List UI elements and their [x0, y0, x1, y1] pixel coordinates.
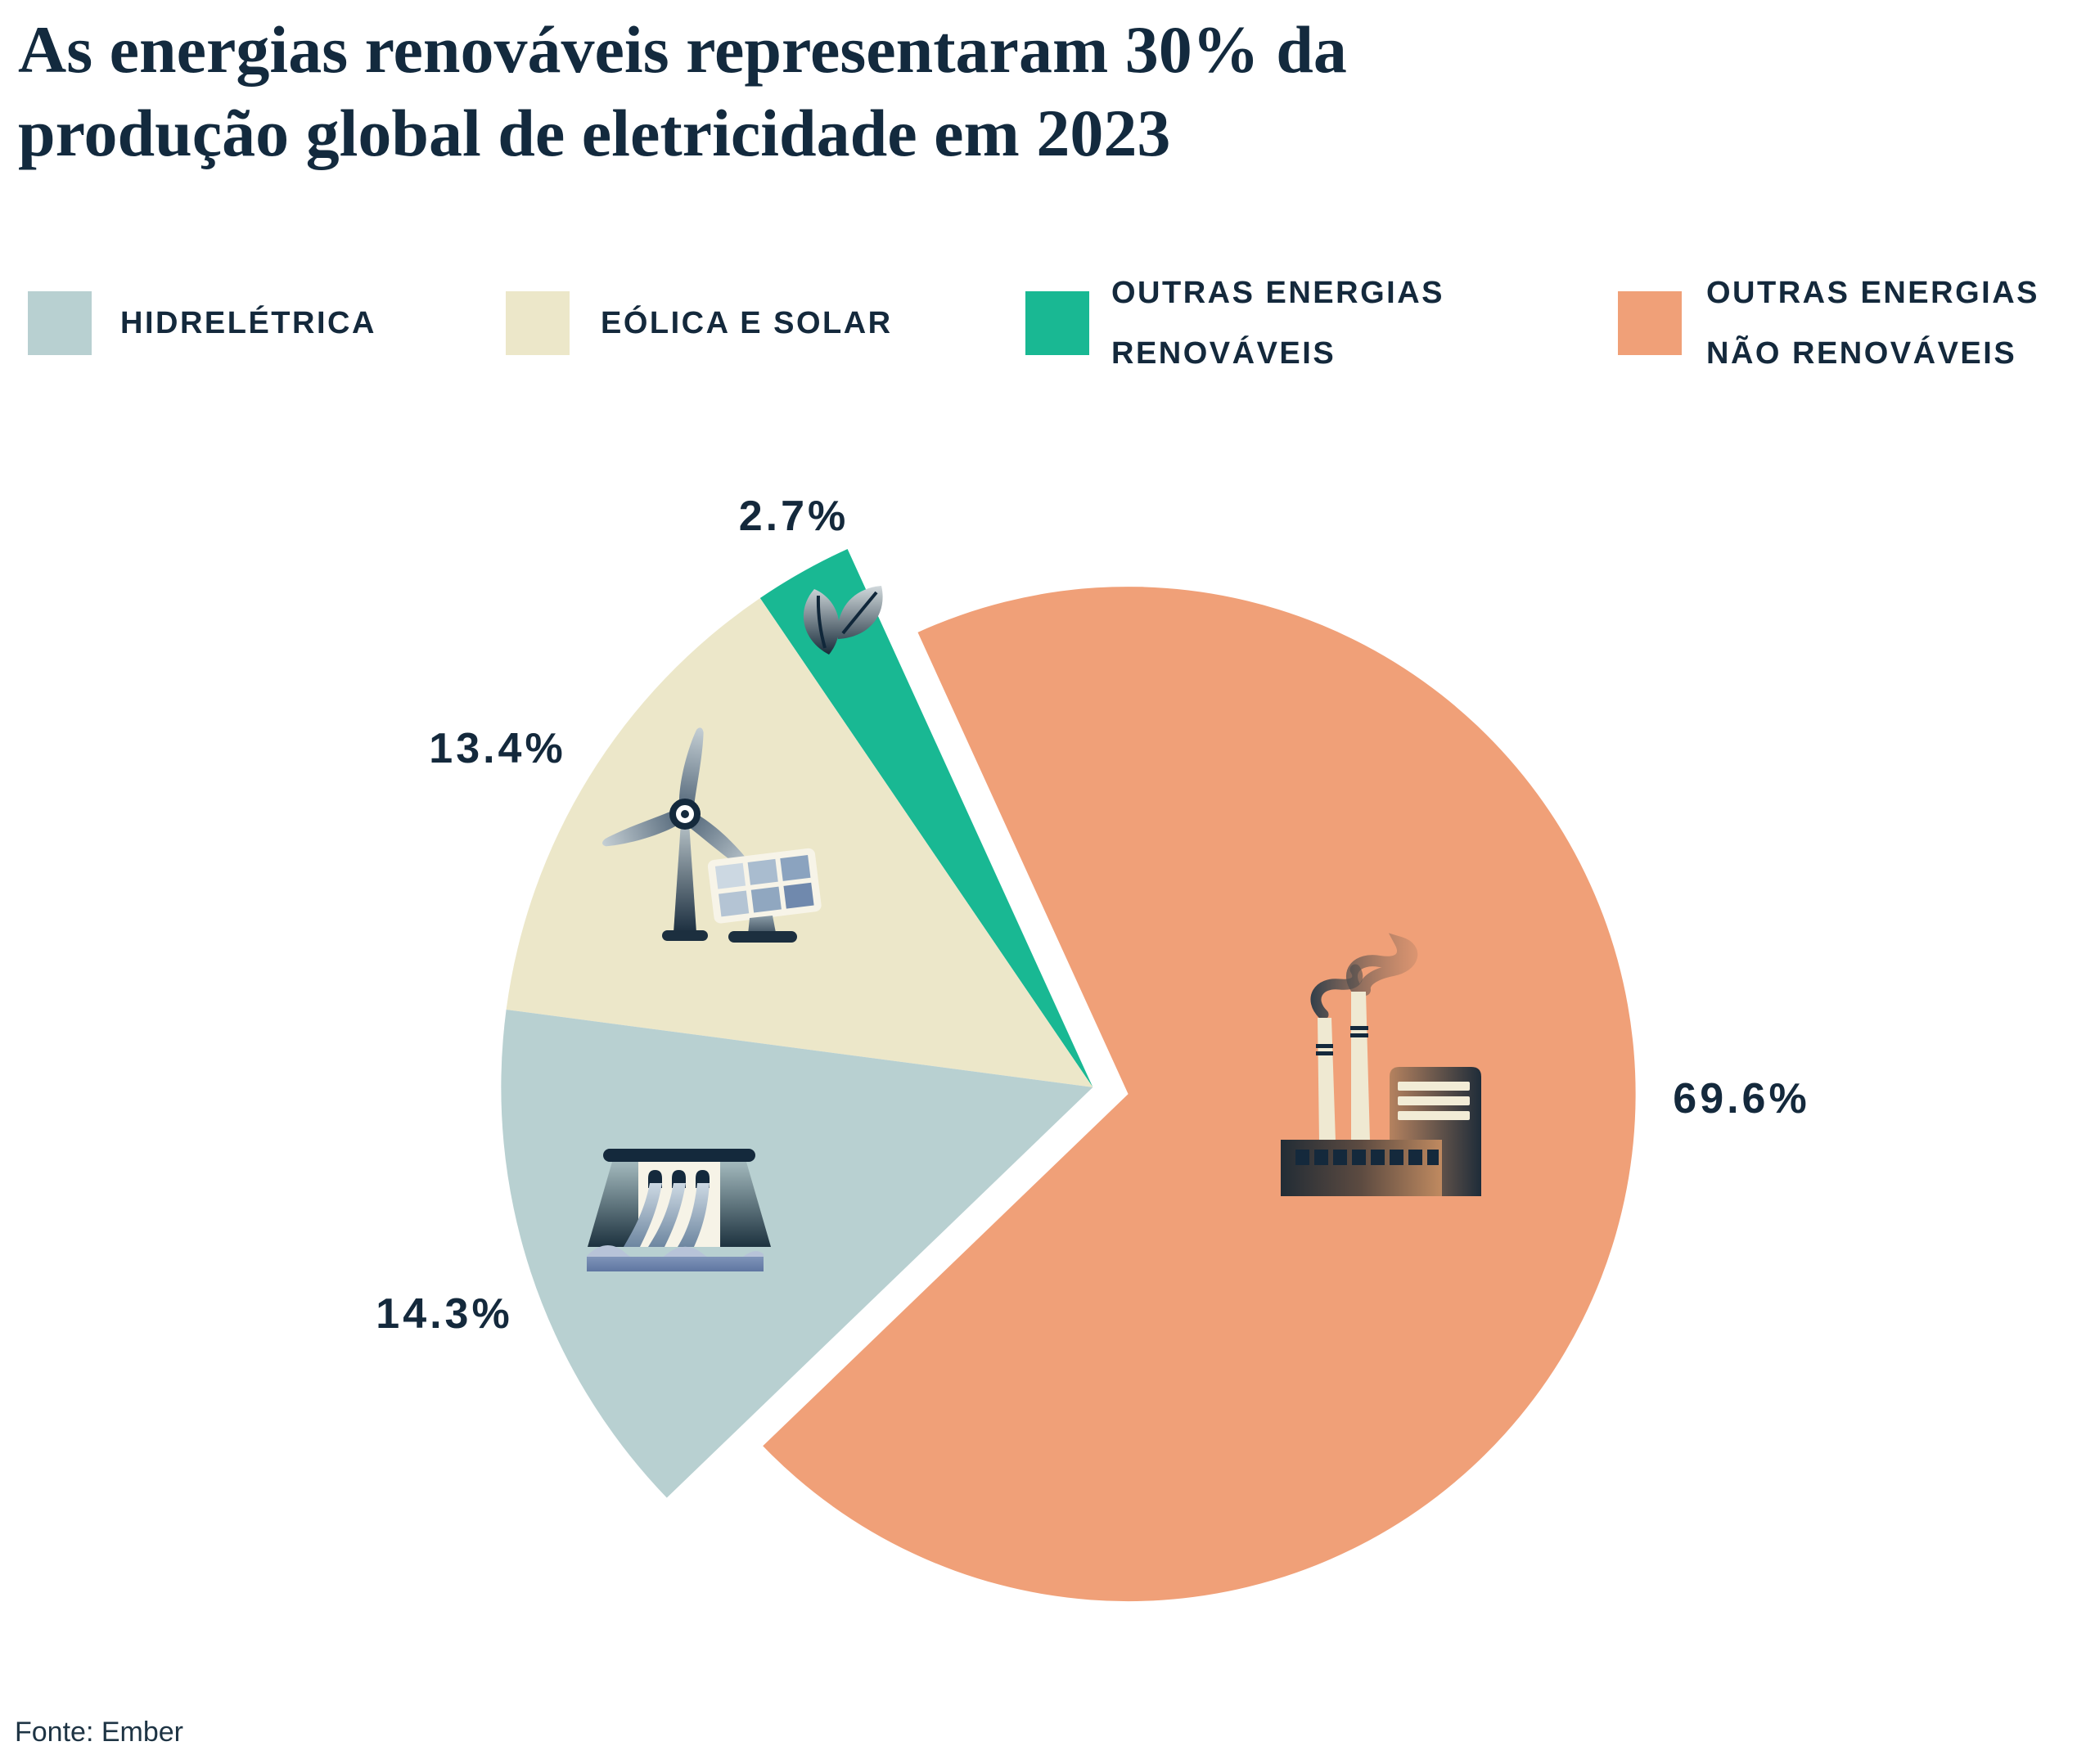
solar-panel-icon [707, 848, 822, 943]
leaf-icon [803, 586, 883, 655]
page-title: As energias renováveis representaram 30%… [18, 8, 2023, 175]
page-title-line-1: As energias renováveis representaram 30%… [18, 12, 1347, 87]
legend-label-line: HIDRELÉTRICA [120, 306, 376, 340]
legend-swatch-hidreletrica [28, 291, 92, 355]
legend-label-outras-renovaveis: OUTRAS ENERGIAS RENOVÁVEIS [1111, 263, 1444, 384]
legend-label-nao-renovaveis: OUTRAS ENERGIAS NÃO RENOVÁVEIS [1706, 263, 2039, 384]
page-title-line-2: produção global de eletricidade em 2023 [18, 96, 1171, 170]
pie-slices [501, 549, 1636, 1602]
legend-label-line: EÓLICA E SOLAR [601, 306, 893, 340]
pie-slice-eolica-e-solar [506, 598, 1093, 1087]
slice-value-label-nao-renovaveis: 69.6% [1673, 1075, 1810, 1123]
legend-label-line: NÃO RENOVÁVEIS [1706, 336, 2017, 371]
pie-slice-hidreletrica [501, 1010, 1093, 1498]
legend-swatch-outras-renovaveis [1025, 291, 1089, 355]
hydro-dam-icon [587, 1149, 771, 1271]
factory-icon [1281, 933, 1481, 1196]
legend-swatch-nao-renovaveis [1618, 291, 1682, 355]
legend-label-line: OUTRAS ENERGIAS [1706, 276, 2039, 310]
legend-label-hidreletrica: HIDRELÉTRICA [120, 293, 376, 353]
slice-value-label-eolica-e-solar: 13.4% [429, 725, 566, 772]
legend-label-eolica-e-solar: EÓLICA E SOLAR [601, 293, 893, 353]
slice-value-label-hidreletrica: 14.3% [376, 1290, 513, 1338]
legend-swatch-eolica-e-solar [506, 291, 570, 355]
source-text: Fonte: Ember [15, 1717, 183, 1748]
slice-value-label-outras-renovaveis: 2.7% [738, 493, 849, 540]
pie-slice-outras-renovaveis [759, 549, 1093, 1087]
legend-label-line: OUTRAS ENERGIAS [1111, 276, 1444, 310]
legend-label-line: RENOVÁVEIS [1111, 336, 1336, 371]
pie-slice-nao-renovaveis [763, 587, 1636, 1602]
